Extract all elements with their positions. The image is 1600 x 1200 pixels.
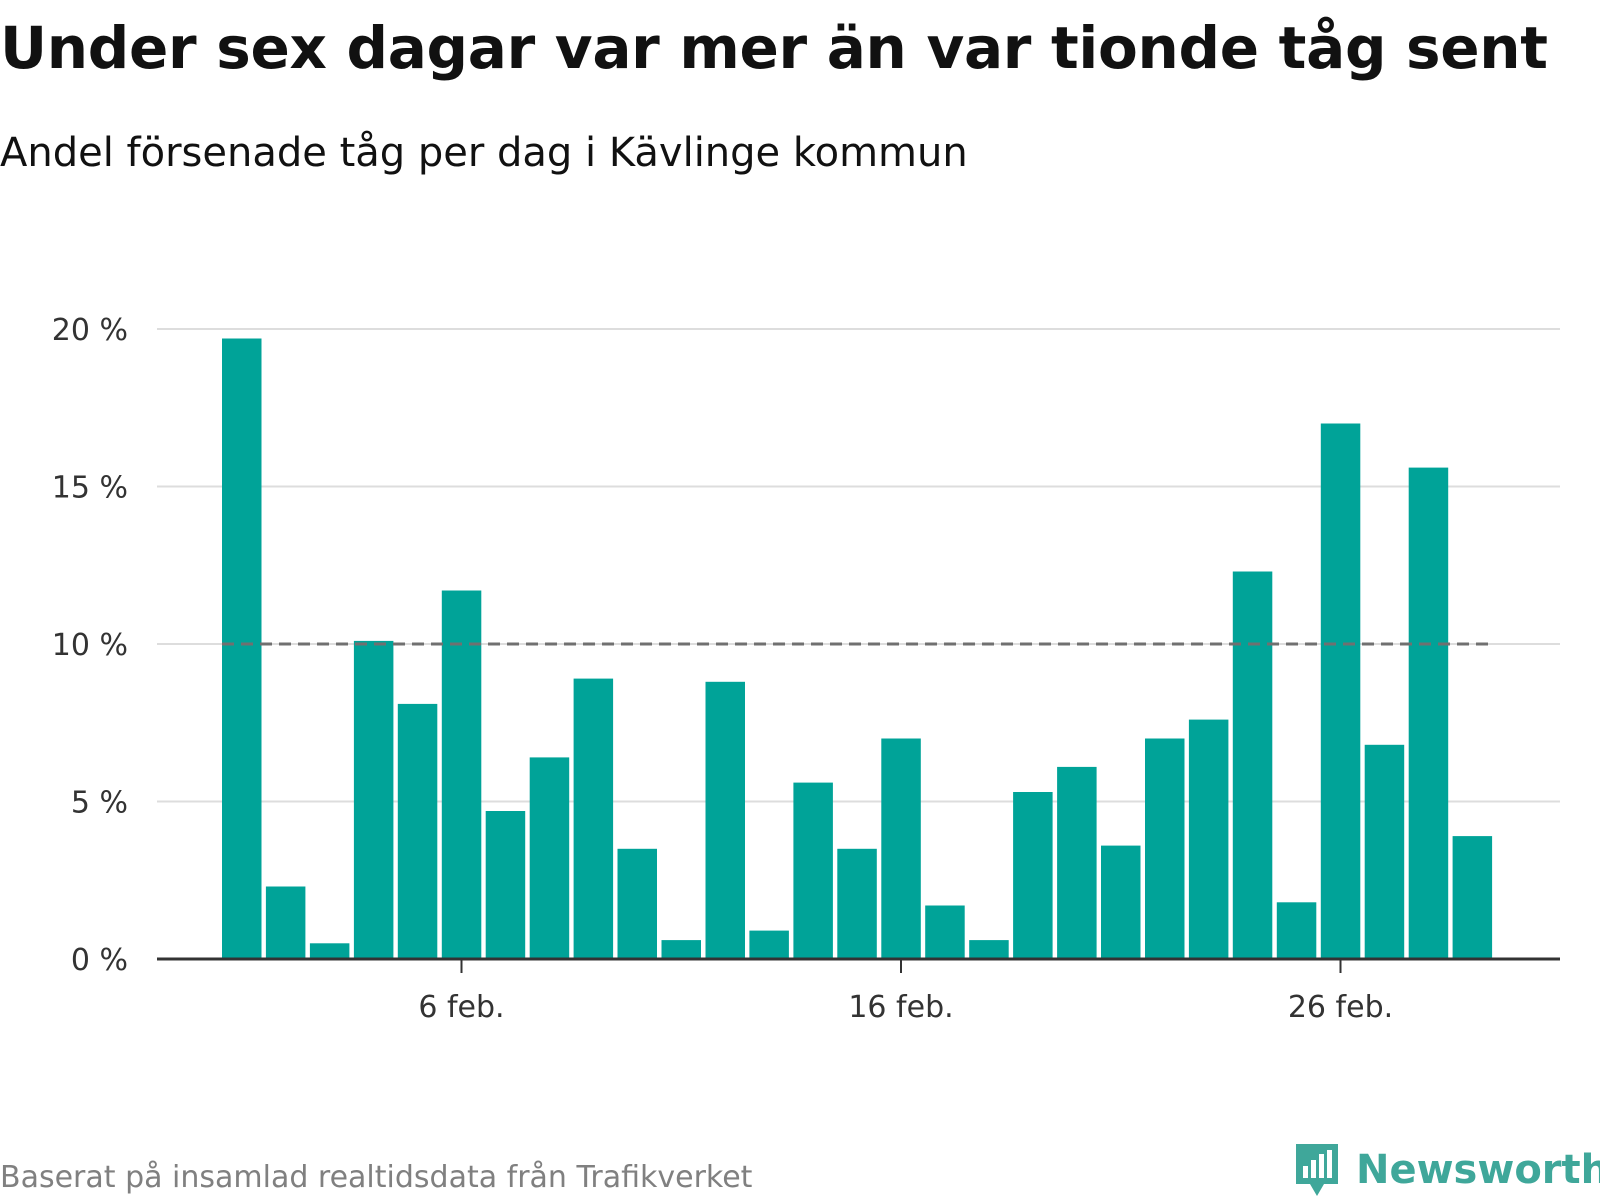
bar <box>1013 792 1053 959</box>
bar <box>529 757 570 959</box>
y-tick-label: 10 % <box>52 628 128 663</box>
bar <box>397 703 438 959</box>
chart-subtitle: Andel försenade tåg per dag i Kävlinge k… <box>0 130 968 176</box>
bar <box>1101 845 1141 959</box>
bar <box>661 940 701 959</box>
bar <box>793 782 833 959</box>
y-tick-label: 0 % <box>71 943 128 978</box>
bar <box>749 930 789 959</box>
bar <box>837 848 877 960</box>
bar <box>309 943 350 960</box>
bar <box>1320 423 1361 959</box>
brand-name: Newsworthy <box>1356 1147 1600 1193</box>
bar <box>1276 902 1317 959</box>
x-axis <box>157 957 1560 973</box>
bar <box>969 940 1009 959</box>
y-tick-label: 20 % <box>52 313 128 348</box>
newsworthy-logo-icon <box>1296 1144 1338 1196</box>
bar <box>485 811 526 959</box>
y-tick-label: 15 % <box>52 471 128 506</box>
x-tick-label: 16 feb. <box>848 990 953 1025</box>
bar <box>1188 719 1229 959</box>
chart-title: Under sex dagar var mer än var tionde tå… <box>0 14 1548 82</box>
bar <box>353 640 394 959</box>
bars <box>222 338 1493 960</box>
x-axis-labels: 6 feb. 16 feb. 26 feb. <box>418 990 1393 1025</box>
bar <box>925 905 965 959</box>
bar <box>1364 744 1405 959</box>
bar <box>1452 836 1493 959</box>
bar <box>1145 738 1185 959</box>
x-tick-label: 26 feb. <box>1288 990 1393 1025</box>
y-axis-labels: 0 % 5 % 10 % 15 % 20 % <box>52 313 128 978</box>
bar <box>1232 571 1273 959</box>
bar <box>222 338 262 959</box>
brand-logo: Newsworthy <box>1292 1140 1600 1200</box>
source-note: Baserat på insamlad realtidsdata från Tr… <box>0 1160 753 1195</box>
bar <box>705 681 745 959</box>
y-tick-label: 5 % <box>71 786 128 821</box>
bar <box>573 678 614 959</box>
x-tick-label: 6 feb. <box>418 990 504 1025</box>
bar <box>617 848 657 960</box>
bar <box>441 590 482 959</box>
bar <box>881 738 921 959</box>
bar-chart: 0 % 5 % 10 % 15 % 20 % 6 feb. 16 feb. 26 feb. <box>52 313 1560 1025</box>
bar <box>1057 766 1097 959</box>
bar <box>1408 467 1449 959</box>
bar <box>265 886 306 959</box>
